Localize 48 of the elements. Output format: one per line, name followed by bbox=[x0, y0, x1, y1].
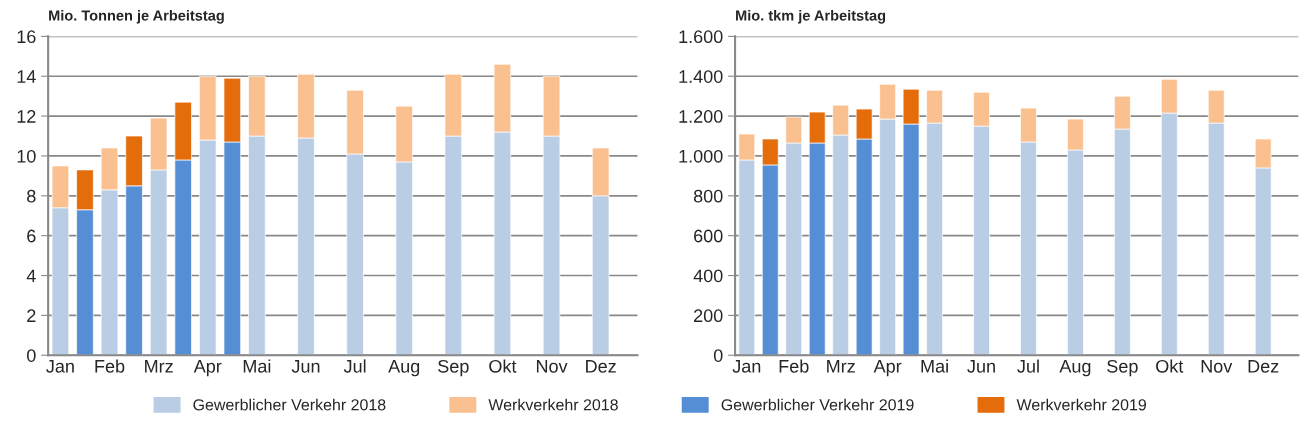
y-tick-label: 600 bbox=[694, 229, 723, 243]
y-tick-label: 4 bbox=[26, 269, 36, 283]
y-tick-label: 16 bbox=[17, 30, 36, 44]
x-tick-label: Nov bbox=[536, 360, 568, 373]
legend-label: Werkverkehr 2018 bbox=[488, 398, 618, 411]
chart-title: Mio. tkm je Arbeitstag bbox=[736, 9, 886, 24]
y-tick-label: 200 bbox=[694, 309, 723, 323]
y-tick-label: 8 bbox=[27, 189, 36, 203]
x-tick-label: Dez bbox=[586, 360, 616, 373]
y-tick-label: 400 bbox=[693, 269, 723, 283]
x-tick-label: Feb bbox=[779, 359, 809, 373]
y-tick-label: 1.400 bbox=[679, 70, 723, 83]
y-tick-label: 12 bbox=[17, 110, 36, 123]
x-tick-label: Sep bbox=[1107, 359, 1138, 377]
y-tick-label: 6 bbox=[27, 229, 36, 243]
x-tick-label: Okt bbox=[1156, 359, 1184, 373]
y-tick-label: 1.000 bbox=[679, 149, 723, 163]
x-tick-label: Mrz bbox=[145, 360, 173, 373]
x-tick-label: Apr bbox=[193, 360, 222, 377]
x-tick-label: Feb bbox=[95, 359, 125, 373]
x-tick-label: Jun bbox=[291, 360, 320, 373]
y-tick-label: 1.600 bbox=[679, 30, 723, 44]
x-tick-label: Jun bbox=[967, 360, 995, 373]
x-tick-label: Dez bbox=[1248, 360, 1279, 373]
x-tick-label: Mai bbox=[921, 359, 948, 373]
y-tick-label: 800 bbox=[693, 189, 723, 203]
x-tick-label: Mrz bbox=[827, 360, 855, 373]
legend-label: Werkverkehr 2019 bbox=[1016, 398, 1146, 411]
x-tick-label: Jan bbox=[46, 360, 74, 373]
x-tick-label: Aug bbox=[1059, 360, 1091, 377]
x-tick-label: Mai bbox=[243, 359, 271, 373]
legend-label: Gewerblicher Verkehr 2018 bbox=[193, 398, 386, 411]
y-tick-label: 1.200 bbox=[679, 110, 723, 123]
x-tick-label: Okt bbox=[489, 359, 517, 373]
y-tick-label: 14 bbox=[17, 70, 36, 83]
x-tick-label: Jan bbox=[732, 360, 761, 373]
x-tick-label: Jul bbox=[1017, 359, 1039, 373]
x-tick-label: Aug bbox=[388, 360, 420, 377]
x-tick-label: Sep bbox=[438, 359, 469, 377]
legend-label: Gewerblicher Verkehr 2019 bbox=[721, 398, 914, 411]
x-tick-label: Apr bbox=[873, 360, 902, 377]
y-tick-label: 0 bbox=[713, 349, 723, 362]
x-tick-label: Jul bbox=[343, 359, 366, 373]
x-tick-label: Nov bbox=[1201, 360, 1233, 373]
y-tick-label: 0 bbox=[27, 349, 36, 362]
chart-title: Mio. Tonnen je Arbeitstag bbox=[49, 9, 224, 24]
y-tick-label: 10 bbox=[17, 149, 36, 163]
y-tick-label: 2 bbox=[27, 309, 36, 322]
